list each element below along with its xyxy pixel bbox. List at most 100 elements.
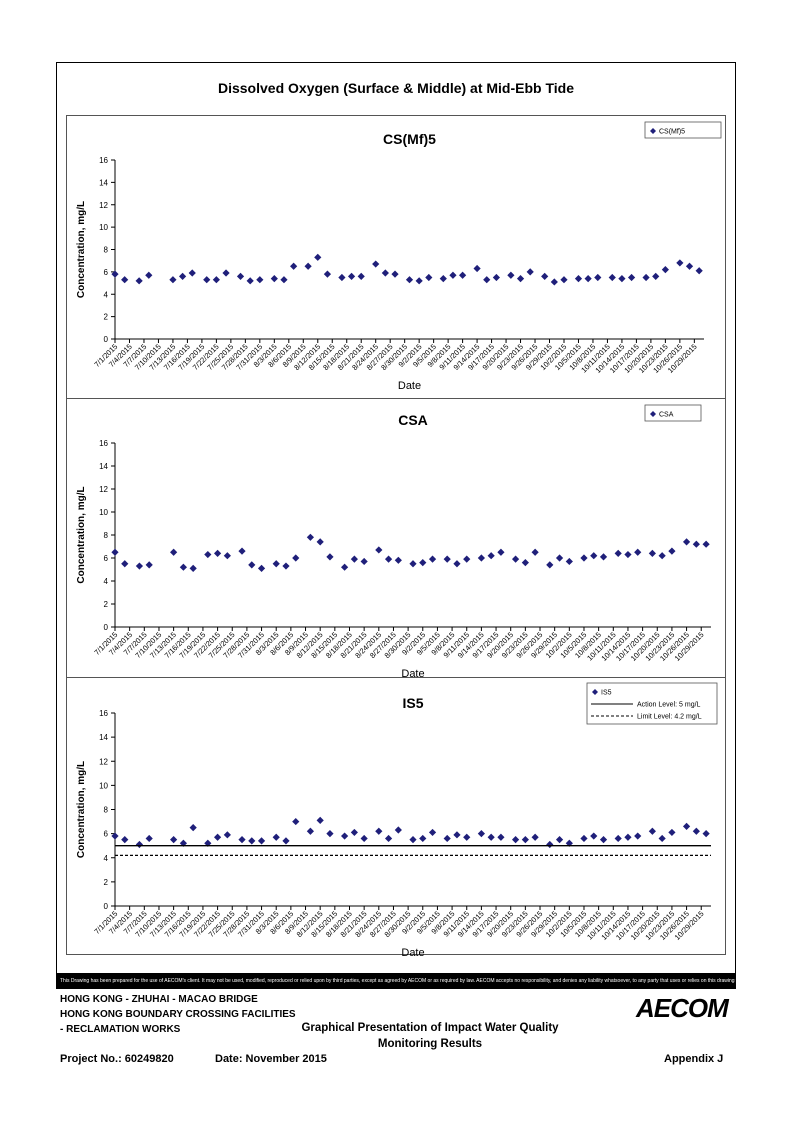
data-point — [357, 272, 365, 280]
data-point — [248, 561, 256, 569]
data-point — [391, 270, 399, 278]
legend-box — [644, 404, 702, 422]
data-point — [428, 828, 437, 837]
data-point — [409, 836, 417, 844]
data-point — [555, 836, 564, 844]
data-point — [360, 557, 368, 566]
data-point — [634, 832, 642, 840]
data-point — [497, 833, 505, 841]
data-point — [223, 552, 231, 560]
series-cs-mf-5 — [111, 253, 703, 286]
data-point — [507, 271, 515, 279]
data-point — [306, 533, 315, 541]
y-tick-label: 14 — [99, 462, 108, 471]
data-point — [608, 273, 616, 282]
data-point — [627, 273, 636, 282]
data-point — [692, 827, 700, 835]
y-tick-label: 4 — [104, 577, 109, 586]
data-point — [213, 549, 222, 557]
data-point — [477, 830, 485, 838]
y-tick-label: 2 — [104, 600, 109, 609]
data-point — [282, 562, 290, 570]
data-point — [246, 277, 254, 285]
data-point — [203, 276, 211, 284]
y-tick-label: 10 — [99, 508, 108, 517]
data-point — [614, 549, 622, 557]
data-point — [521, 559, 529, 567]
data-point — [347, 272, 356, 280]
data-point — [121, 836, 129, 844]
data-point — [497, 548, 505, 556]
y-tick-label: 6 — [104, 268, 109, 277]
data-point — [341, 832, 349, 840]
data-point — [304, 262, 312, 270]
data-point — [223, 831, 231, 839]
data-point — [541, 272, 549, 280]
data-point — [546, 840, 554, 849]
data-point — [565, 557, 573, 566]
data-point — [375, 827, 383, 835]
data-point — [272, 833, 280, 841]
data-point — [350, 555, 358, 563]
data-point — [695, 267, 703, 275]
data-point — [121, 276, 129, 284]
legend-marker-cs-mf-5 — [650, 128, 656, 134]
data-point — [443, 834, 451, 843]
y-axis-label: Concentration, mg/L — [76, 761, 87, 858]
data-point — [272, 560, 280, 568]
data-point — [326, 830, 334, 838]
data-point — [477, 554, 485, 562]
y-tick-label: 12 — [99, 201, 108, 210]
data-point — [692, 540, 700, 548]
y-tick-label: 8 — [104, 531, 109, 540]
disclaimer-bar: This Drawing has been prepared for the u… — [56, 973, 736, 989]
legend-label-csa: CSA — [659, 412, 674, 419]
data-point — [381, 269, 389, 277]
chart-title-is5: IS5 — [402, 695, 423, 711]
data-point — [463, 555, 471, 563]
y-tick-label: 16 — [99, 156, 108, 165]
data-point — [624, 550, 632, 559]
data-point — [188, 269, 196, 277]
legend-box — [644, 121, 722, 139]
data-point — [648, 827, 656, 835]
data-point — [590, 832, 598, 840]
data-point — [204, 550, 212, 559]
data-point — [487, 833, 495, 841]
data-point — [306, 827, 315, 835]
y-tick-label: 14 — [99, 733, 108, 742]
data-point — [473, 264, 481, 273]
data-point — [121, 560, 129, 568]
data-point — [511, 555, 520, 563]
data-point — [338, 273, 346, 282]
data-point — [682, 822, 691, 830]
data-point — [511, 836, 520, 844]
data-point — [270, 274, 278, 283]
legend-label-is5: IS5 — [601, 690, 612, 697]
y-tick-label: 6 — [104, 830, 109, 839]
y-tick-label: 12 — [99, 485, 108, 494]
data-point — [516, 274, 525, 283]
data-point — [459, 271, 467, 279]
data-point — [624, 833, 632, 841]
data-point — [614, 834, 622, 843]
data-point — [658, 834, 666, 843]
data-point — [350, 828, 358, 837]
data-point — [584, 274, 592, 283]
data-point — [560, 276, 568, 284]
data-point — [341, 563, 349, 571]
data-point — [555, 554, 564, 562]
y-tick-label: 16 — [99, 439, 108, 448]
appendix-label: Appendix J — [664, 1053, 724, 1065]
data-point — [685, 262, 694, 270]
series-is5 — [111, 816, 710, 849]
report-title-line2: Monitoring Results — [377, 1038, 483, 1050]
data-point — [634, 548, 642, 556]
data-point — [590, 552, 598, 560]
data-point — [135, 840, 144, 849]
data-point — [463, 833, 471, 841]
legend-marker-is5 — [592, 689, 598, 695]
data-point — [546, 561, 554, 569]
data-point — [394, 826, 402, 834]
series-csa — [111, 533, 710, 572]
